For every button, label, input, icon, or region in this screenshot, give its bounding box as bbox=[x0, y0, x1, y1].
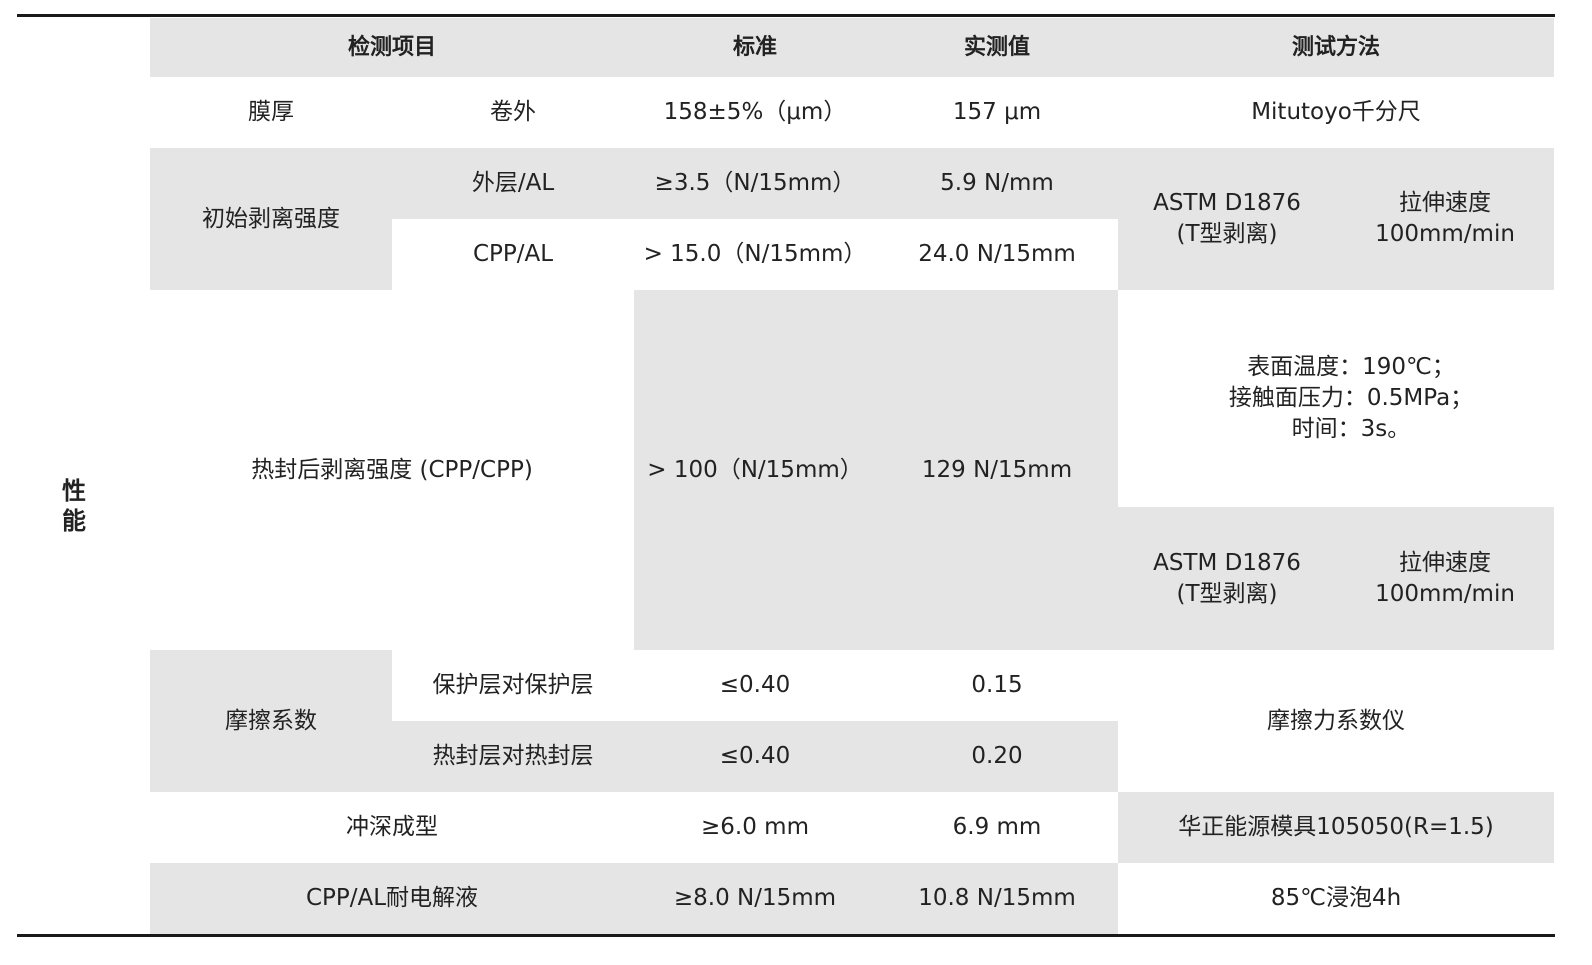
thickness-standard: 158±5%（μm） bbox=[663, 99, 847, 125]
initial-peel-method-b: 拉伸速度 100mm/min bbox=[1336, 148, 1554, 290]
friction-item: 摩擦系数 bbox=[150, 650, 392, 792]
heat-seal-method-a: ASTM D1876 (T型剥离) bbox=[1118, 507, 1336, 650]
initial-peel-measured2: 24.0 N/15mm bbox=[918, 241, 1076, 267]
header-measured: 实测值 bbox=[876, 18, 1118, 77]
electrolyte-item: CPP/AL耐电解液 bbox=[150, 863, 634, 934]
electrolyte-method: 85℃浸泡4h bbox=[1270, 885, 1402, 911]
bottom-rule bbox=[17, 934, 1555, 937]
thickness-measured: 157 μm bbox=[952, 99, 1042, 125]
initial-peel-measured1: 5.9 N/mm bbox=[876, 148, 1118, 219]
heat-seal-item: 热封后剥离强度 (CPP/CPP) bbox=[251, 456, 533, 483]
electrolyte-standard: ≥8.0 N/15mm bbox=[634, 863, 876, 934]
deep-draw-measured: 6.9 mm bbox=[952, 814, 1042, 840]
initial-peel-sub2: CPP/AL bbox=[472, 241, 554, 267]
section-label: 性 能 bbox=[62, 476, 86, 535]
friction-sub2: 热封层对热封层 bbox=[392, 721, 634, 792]
friction-method: 摩擦力系数仪 bbox=[1267, 707, 1405, 734]
friction-sub1: 保护层对保护层 bbox=[432, 672, 594, 698]
deep-draw-standard: ≥6.0 mm bbox=[701, 814, 809, 840]
friction-measured2: 0.20 bbox=[876, 721, 1118, 792]
deep-draw-method: 华正能源模具105050(R=1.5) bbox=[1118, 792, 1554, 863]
heat-seal-standard: > 100（N/15mm） bbox=[634, 290, 876, 650]
thickness-method: Mitutoyo千分尺 bbox=[1251, 99, 1421, 125]
initial-peel-sub1: 外层/AL bbox=[392, 148, 634, 219]
thickness-sub: 卷外 bbox=[490, 99, 536, 125]
header-item: 检测项目 bbox=[150, 18, 634, 77]
initial-peel-standard2: > 15.0（N/15mm） bbox=[643, 241, 867, 267]
top-rule bbox=[17, 14, 1555, 17]
friction-measured1: 0.15 bbox=[971, 672, 1023, 698]
friction-standard2: ≤0.40 bbox=[634, 721, 876, 792]
thickness-item: 膜厚 bbox=[248, 99, 294, 125]
heat-seal-conditions: 表面温度：190℃； 接触面压力：0.5MPa； 时间：3s。 bbox=[1228, 354, 1474, 442]
electrolyte-measured: 10.8 N/15mm bbox=[876, 863, 1118, 934]
initial-peel-method-a: ASTM D1876 (T型剥离) bbox=[1118, 148, 1336, 290]
deep-draw-item: 冲深成型 bbox=[346, 814, 438, 840]
initial-peel-item: 初始剥离强度 bbox=[150, 148, 392, 290]
header-method: 测试方法 bbox=[1118, 18, 1554, 77]
header-standard: 标准 bbox=[634, 18, 876, 77]
initial-peel-standard1: ≥3.5（N/15mm） bbox=[634, 148, 876, 219]
friction-standard1: ≤0.40 bbox=[719, 672, 791, 698]
heat-seal-measured: 129 N/15mm bbox=[876, 290, 1118, 650]
heat-seal-method-b: 拉伸速度 100mm/min bbox=[1336, 507, 1554, 650]
